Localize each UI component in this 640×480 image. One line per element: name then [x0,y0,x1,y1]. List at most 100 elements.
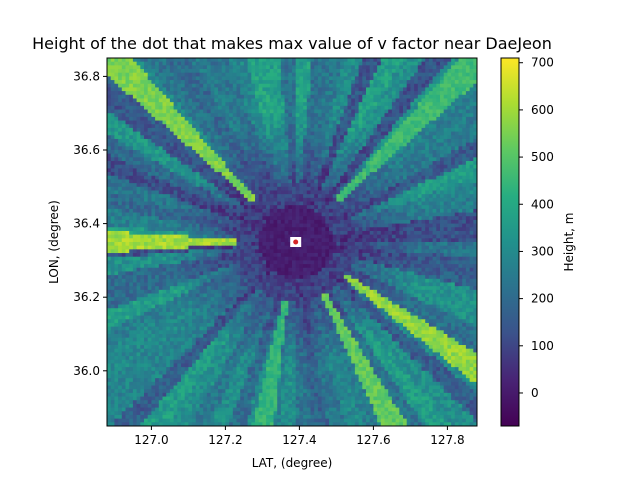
heatmap-cell [288,94,293,99]
heatmap-cell [343,150,348,155]
heatmap-cell [388,157,393,162]
heatmap-cell [214,127,219,132]
heatmap-cell [432,153,437,158]
heatmap-cell [362,127,367,132]
heatmap-cell [262,216,267,221]
heatmap-cell [340,197,345,202]
heatmap-cell [340,216,345,221]
heatmap-cell [166,58,171,63]
heatmap-cell [129,223,134,228]
heatmap-cell [369,131,374,136]
heatmap-cell [373,91,378,96]
heatmap-cell [110,58,115,63]
heatmap-cell [206,113,211,118]
heatmap-cell [266,131,271,136]
heatmap-cell [162,80,167,85]
heatmap-cell [469,120,474,125]
heatmap-cell [373,113,378,118]
heatmap-cell [206,116,211,121]
heatmap-cell [177,208,182,213]
heatmap-cell [303,172,308,177]
heatmap-cell [436,138,441,144]
heatmap-cell [114,138,119,144]
heatmap-cell [465,109,470,114]
heatmap-cell [218,127,223,132]
heatmap-cell [232,186,237,191]
heatmap-cell [347,190,352,195]
heatmap-cell [317,127,322,132]
heatmap-cell [295,76,300,81]
heatmap-cell [351,175,356,180]
heatmap-cell [173,201,178,206]
heatmap-cell [292,105,297,110]
heatmap-cell [136,168,141,173]
heatmap-cell [354,116,359,121]
heatmap-cell [251,127,256,132]
heatmap-cell [184,201,189,206]
heatmap-cell [266,120,271,125]
heatmap-cell [232,212,237,217]
heatmap-cell [325,183,330,188]
heatmap-grid [107,58,478,427]
heatmap-cell [351,109,356,114]
heatmap-cell [114,201,119,206]
heatmap-cell [410,69,415,74]
heatmap-cell [210,212,215,217]
heatmap-cell [473,175,478,180]
heatmap-cell [447,98,452,103]
heatmap-cell [240,238,245,243]
heatmap-cell [317,91,322,96]
heatmap-cell [406,72,411,77]
heatmap-cell [377,102,382,107]
heatmap-cell [169,76,174,81]
heatmap-cell [169,83,174,88]
heatmap-cell [473,87,478,92]
heatmap-cell [351,234,356,239]
heatmap-cell [436,227,441,232]
heatmap-cell [262,109,267,114]
heatmap-cell [155,194,160,199]
heatmap-cell [251,61,256,66]
heatmap-cell [391,190,396,195]
heatmap-cell [243,72,248,77]
heatmap-cell [288,105,293,110]
heatmap-cell [232,113,237,118]
heatmap-cell [354,87,359,92]
heatmap-cell [432,183,437,188]
heatmap-cell [166,91,171,96]
heatmap-cell [192,238,197,243]
heatmap-cell [440,212,445,217]
heatmap-cell [192,102,197,107]
heatmap-cell [425,190,430,195]
heatmap-cell [399,157,404,162]
heatmap-cell [155,179,160,184]
heatmap-cell [377,168,382,173]
heatmap-cell [384,65,389,70]
heatmap-cell [310,65,315,70]
heatmap-cell [218,98,223,103]
heatmap-cell [292,91,297,96]
heatmap-cell [314,138,319,144]
heatmap-cell [121,234,126,239]
heatmap-cell [206,234,211,239]
heatmap-cell [121,238,126,243]
heatmap-cell [210,190,215,195]
heatmap-cell [110,216,115,221]
heatmap-cell [243,197,248,202]
heatmap-cell [358,201,363,206]
heatmap-cell [155,76,160,81]
heatmap-cell [181,172,186,177]
heatmap-cell [406,190,411,195]
heatmap-cell [110,120,115,125]
heatmap-cell [140,230,145,236]
heatmap-cell [440,175,445,180]
heatmap-cell [177,230,182,236]
heatmap-cell [321,212,326,217]
heatmap-cell [277,216,282,221]
heatmap-cell [284,138,289,144]
heatmap-cell [421,109,426,114]
heatmap-cell [184,238,189,243]
heatmap-cell [428,138,433,144]
heatmap-cell [110,230,115,236]
heatmap-cell [288,102,293,107]
